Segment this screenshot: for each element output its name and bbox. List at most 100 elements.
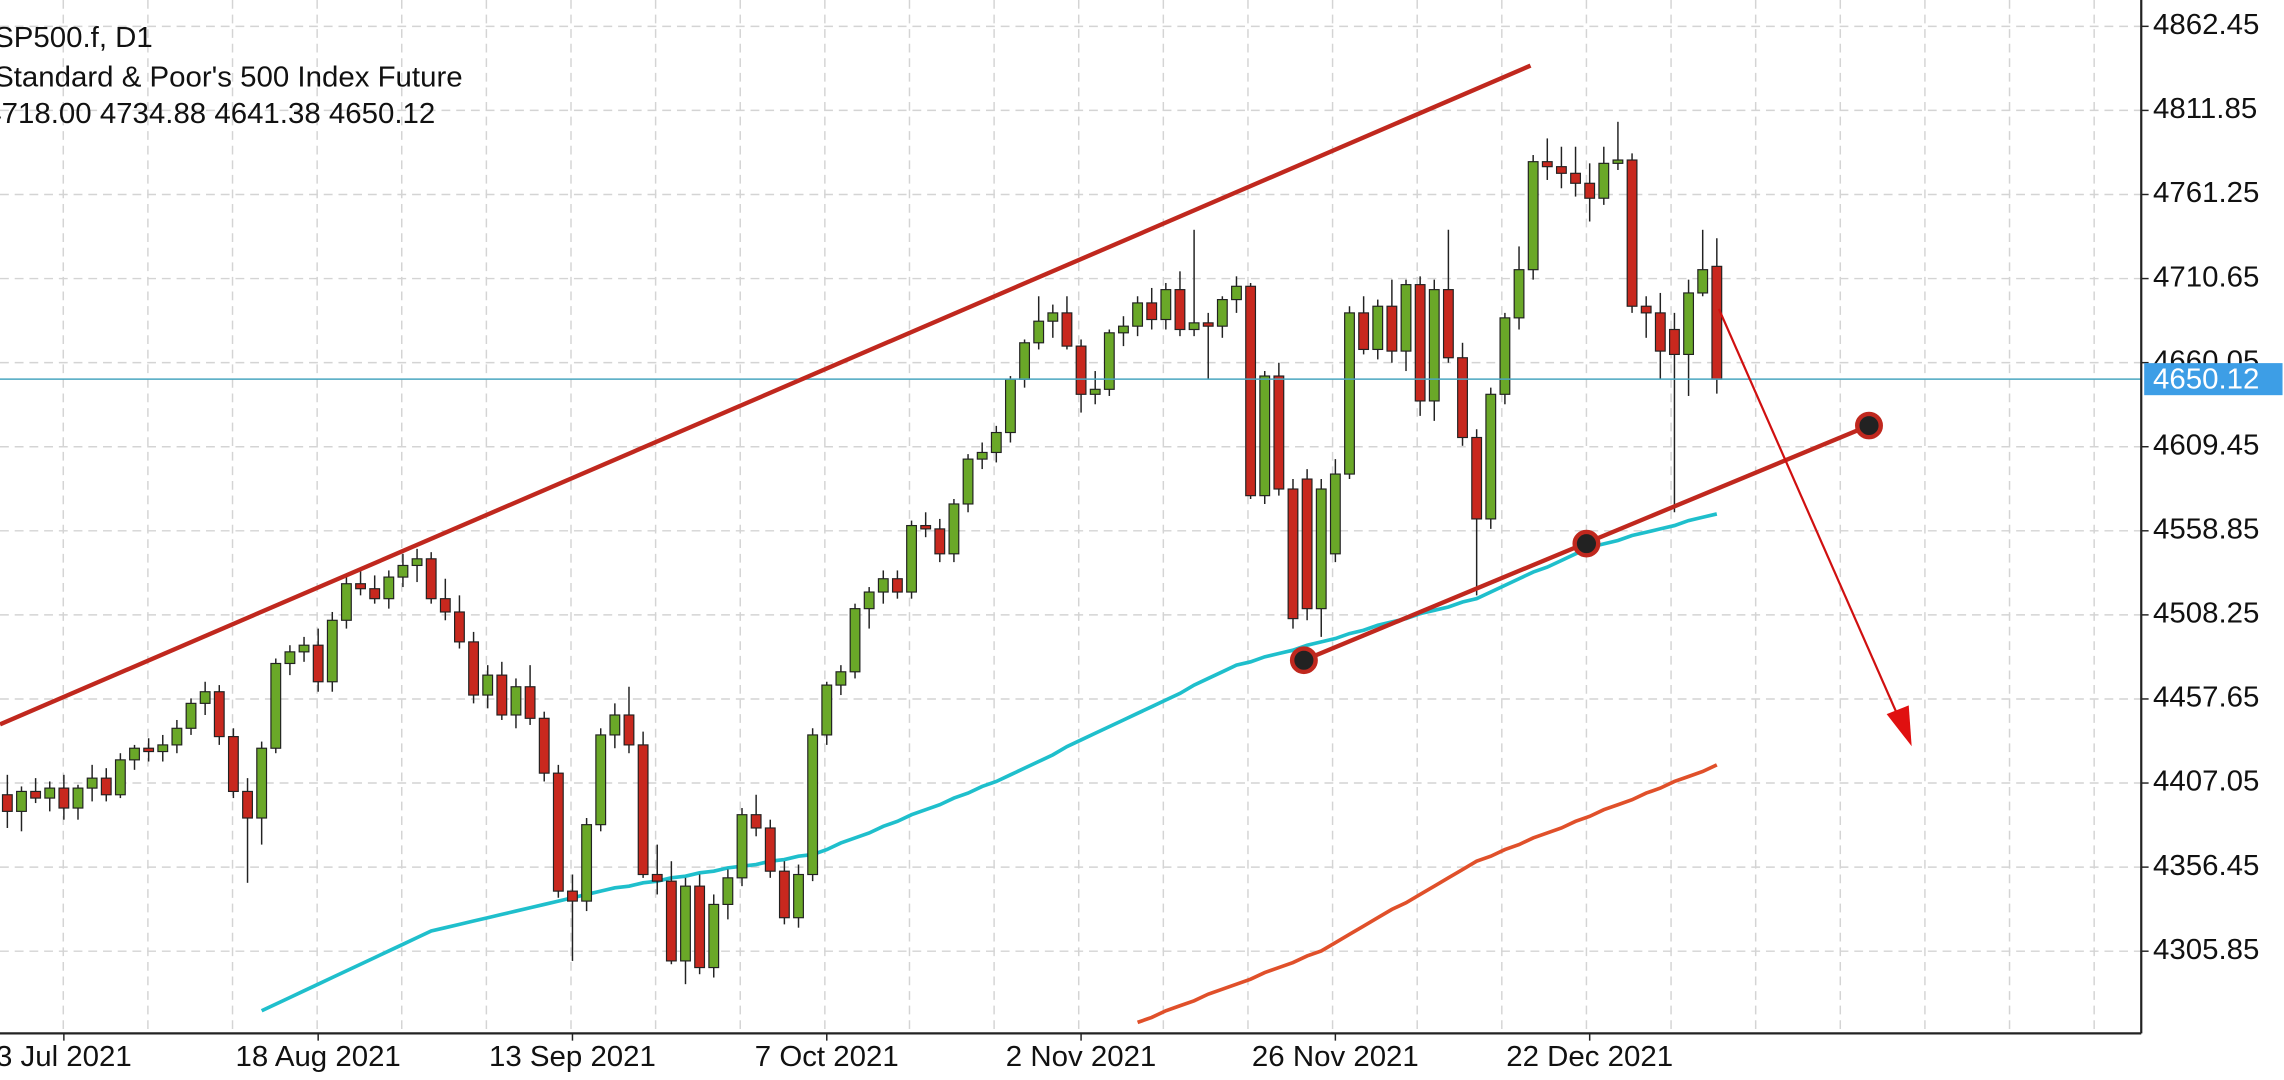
arrow-head: [1886, 705, 1912, 747]
candle-body: [976, 451, 988, 460]
plot: [0, 25, 2142, 1025]
x-tick-label: 26 Nov 2021: [1252, 1040, 1419, 1073]
candle-body: [877, 578, 889, 593]
candle-body: [1103, 332, 1115, 390]
candle-body: [326, 619, 338, 683]
candle-body: [44, 787, 56, 799]
candle-body: [750, 814, 762, 829]
candle-body: [1541, 161, 1553, 168]
candle-body: [581, 824, 593, 902]
candle-body: [411, 558, 423, 567]
candle-body: [312, 644, 324, 683]
candle-body: [439, 598, 451, 613]
candle-body: [72, 787, 84, 809]
candle-body: [1527, 161, 1539, 271]
candle-body: [1697, 269, 1709, 294]
candle-body: [454, 611, 465, 643]
candle-body: [567, 890, 578, 902]
candle-body: [355, 583, 366, 590]
candle-body: [722, 877, 734, 906]
candle-body: [1329, 473, 1341, 555]
candle-body: [242, 790, 253, 819]
candle-body: [129, 747, 140, 761]
candle-body: [227, 736, 239, 793]
candle-body: [1499, 317, 1511, 395]
candle-body: [1132, 302, 1144, 327]
candle-body: [16, 790, 27, 812]
candle-body: [1414, 284, 1426, 402]
y-tick-label: 4710.65: [2153, 260, 2259, 293]
y-tick-label: 4508.25: [2153, 597, 2259, 630]
candle-body: [736, 814, 748, 879]
candle-body: [1612, 159, 1624, 164]
moving-average: [260, 512, 1718, 1013]
candle-body: [708, 903, 720, 969]
candle-body: [425, 558, 437, 600]
candle-body: [143, 747, 155, 753]
y-tick-label: 4862.45: [2153, 8, 2259, 41]
candle-body: [863, 591, 875, 610]
candle-body: [1513, 269, 1525, 319]
candle-body: [1188, 322, 1200, 331]
candle-body: [948, 503, 960, 555]
x-tick-label: 2 Nov 2021: [1006, 1040, 1157, 1073]
axis-labels: 4862.454811.854761.254710.654660.054609.…: [0, 8, 2283, 1073]
trend-point: [1572, 529, 1601, 558]
last-price-label: 4650.12: [2153, 362, 2259, 395]
candle-body: [1471, 436, 1483, 520]
x-tick-label: 18 Aug 2021: [236, 1040, 401, 1073]
x-tick-label: 13 Sep 2021: [489, 1040, 656, 1073]
candle-body: [397, 564, 409, 578]
candle-body: [1400, 284, 1412, 352]
arrow-shaft: [1717, 308, 1900, 718]
candle-body: [369, 588, 381, 600]
candle-body: [1668, 328, 1680, 356]
candle-body: [1019, 342, 1031, 380]
candle-body: [171, 727, 183, 746]
y-tick-label: 4811.85: [2153, 92, 2257, 125]
candle-body: [680, 885, 691, 962]
candle-body: [1372, 305, 1384, 351]
candle-body: [1033, 320, 1045, 344]
candle-body: [821, 684, 833, 736]
candle-body: [1442, 289, 1454, 359]
candle-body: [1428, 289, 1440, 402]
y-tick-label: 4356.45: [2153, 849, 2259, 882]
candle-body: [906, 524, 917, 593]
candle-body: [835, 671, 847, 686]
candle-body: [199, 691, 211, 704]
candle-body: [1061, 312, 1073, 347]
candle-body: [1598, 162, 1610, 199]
moving-average: [1136, 763, 1718, 1025]
candle-body: [849, 608, 861, 673]
candle-body: [1231, 285, 1242, 301]
y-tick-label: 4305.85: [2153, 933, 2259, 966]
candle-body: [807, 734, 819, 876]
candle-body: [1245, 285, 1257, 497]
candle-body: [1315, 488, 1327, 610]
candle-body: [1174, 289, 1186, 331]
candle-body: [694, 885, 706, 969]
candle-body: [891, 578, 903, 593]
candle-body: [1711, 265, 1723, 380]
candle-body: [1160, 289, 1172, 321]
candle-body: [637, 744, 649, 876]
last-price-box: [2144, 363, 2283, 396]
candle-body: [496, 674, 508, 716]
candle-body: [298, 644, 310, 653]
candle-body: [100, 777, 112, 796]
candle-body: [1570, 172, 1581, 184]
candle-body: [157, 744, 169, 753]
candle-body: [793, 873, 804, 919]
candle-body: [1485, 393, 1497, 520]
candle-body: [595, 734, 607, 826]
candle-body: [340, 583, 352, 621]
candle-body: [1626, 159, 1638, 307]
candle-body: [552, 772, 564, 892]
candle-body: [920, 524, 932, 530]
candle-body: [1273, 375, 1285, 490]
candle-body: [1344, 312, 1355, 475]
symbol-description: Standard & Poor's 500 Index Future: [0, 61, 463, 94]
candle-body: [114, 759, 126, 796]
